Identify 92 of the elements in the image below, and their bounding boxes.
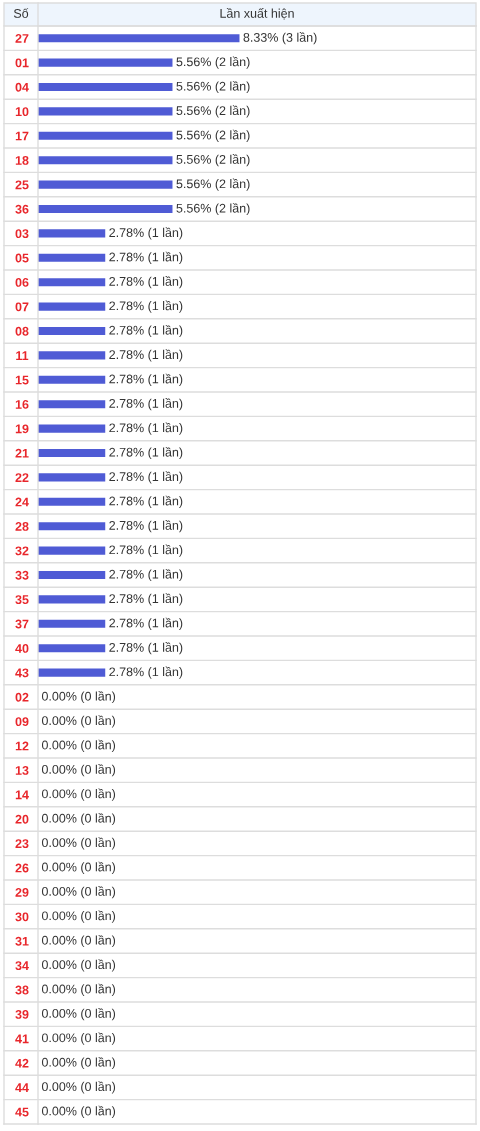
data-label: 2.78% (1 lần) <box>109 276 183 289</box>
data-label: 0.00% (0 lần) <box>41 886 116 899</box>
y-tick-label: 23 <box>15 839 29 849</box>
data-label: 0.00% (0 lần) <box>41 1056 116 1070</box>
data-label: 0.00% (0 lần) <box>41 1081 116 1094</box>
y-tick-label: 02 <box>15 692 29 702</box>
y-tick-label: 27 <box>15 34 29 43</box>
data-label: 5.56% (2 lần) <box>176 105 250 118</box>
data-label: 0.00% (0 lần) <box>41 1032 116 1045</box>
y-tick-label: 05 <box>15 253 29 263</box>
data-label: 0.00% (0 lần) <box>41 788 116 801</box>
data-label: 0.00% (0 lần) <box>41 812 116 826</box>
data-label: 0.00% (0 lần) <box>41 983 116 996</box>
data-label: 2.78% (1 lần) <box>109 666 183 679</box>
y-tick-label: 08 <box>15 326 29 336</box>
y-tick-label: 17 <box>15 131 29 141</box>
data-label: 2.78% (1 lần) <box>109 251 183 264</box>
y-tick-label: 35 <box>15 595 29 605</box>
y-tick-label: 22 <box>15 473 29 482</box>
y-tick-label: 06 <box>15 278 29 287</box>
data-label: 0.00% (0 lần) <box>41 739 116 752</box>
y-tick-label: 25 <box>15 180 29 190</box>
data-label: 2.78% (1 lần) <box>109 398 183 411</box>
y-tick-label: 45 <box>15 1107 29 1117</box>
y-tick-label: 37 <box>15 619 29 629</box>
y-tick-label: 30 <box>15 912 29 922</box>
y-tick-label: 03 <box>15 229 29 239</box>
data-label: 0.00% (0 lần) <box>41 690 116 704</box>
data-label: 5.56% (2 lần) <box>176 56 250 69</box>
chart-title: Lần xuất hiện <box>220 8 294 20</box>
data-label: 2.78% (1 lần) <box>109 471 183 484</box>
data-label: 0.00% (0 lần) <box>41 861 116 874</box>
y-tick-label: 43 <box>15 668 29 678</box>
data-label: 2.78% (1 lần) <box>109 324 183 338</box>
y-tick-label: 29 <box>15 888 29 897</box>
y-tick-label: 09 <box>15 717 29 727</box>
data-label: 2.78% (1 lần) <box>109 520 183 533</box>
y-tick-label: 32 <box>15 546 29 556</box>
data-label: 2.78% (1 lần) <box>109 495 183 508</box>
y-axis-title: Số <box>13 8 29 18</box>
y-tick-label: 13 <box>15 766 29 775</box>
data-label: 2.78% (1 lần) <box>109 544 183 557</box>
y-tick-label: 26 <box>15 863 29 873</box>
data-label: 5.56% (2 lần) <box>176 202 250 216</box>
y-tick-label: 28 <box>15 522 29 531</box>
y-tick-label: 44 <box>15 1083 29 1092</box>
data-label: 2.78% (1 lần) <box>109 349 183 362</box>
y-tick-label: 42 <box>15 1058 29 1068</box>
data-label: 0.00% (0 lần) <box>41 837 116 850</box>
y-tick-label: 33 <box>15 570 29 580</box>
data-label: 0.00% (0 lần) <box>41 1105 116 1118</box>
data-label: 2.78% (1 lần) <box>109 373 183 386</box>
data-label: 0.00% (0 lần) <box>41 934 116 948</box>
data-label: 2.78% (1 lần) <box>109 568 183 582</box>
data-label: 8.33% (3 lần) <box>243 32 317 45</box>
data-label: 5.56% (2 lần) <box>176 178 250 191</box>
y-tick-label: 16 <box>15 400 29 409</box>
data-label: 5.56% (2 lần) <box>176 154 250 167</box>
y-tick-label: 41 <box>15 1034 29 1044</box>
y-tick-label: 18 <box>15 156 29 165</box>
y-tick-label: 24 <box>15 497 29 507</box>
data-label: 5.56% (2 lần) <box>176 129 250 142</box>
y-tick-label: 19 <box>15 424 29 434</box>
data-label: 0.00% (0 lần) <box>41 1008 116 1021</box>
data-label: 0.00% (0 lần) <box>41 910 116 923</box>
y-tick-label: 15 <box>15 375 29 385</box>
y-tick-label: 38 <box>15 985 29 995</box>
y-tick-label: 39 <box>15 1010 29 1019</box>
data-label: 2.78% (1 lần) <box>109 300 183 313</box>
y-tick-label: 40 <box>15 644 29 653</box>
data-label: 2.78% (1 lần) <box>109 227 183 240</box>
data-label: 2.78% (1 lần) <box>109 422 183 435</box>
data-label: 0.00% (0 lần) <box>41 715 116 728</box>
data-label: 5.56% (2 lần) <box>176 80 250 94</box>
y-tick-label: 21 <box>15 448 29 458</box>
y-tick-label: 34 <box>15 961 29 971</box>
y-tick-label: 31 <box>15 936 29 946</box>
data-label: 0.00% (0 lần) <box>41 764 116 777</box>
y-tick-label: 01 <box>15 58 29 68</box>
data-label: 2.78% (1 lần) <box>109 593 183 606</box>
y-tick-label: 11 <box>16 351 29 360</box>
y-tick-label: 04 <box>15 82 29 92</box>
y-tick-label: 14 <box>15 790 29 800</box>
data-label: 2.78% (1 lần) <box>109 642 183 655</box>
data-label: 2.78% (1 lần) <box>109 617 183 630</box>
y-tick-label: 10 <box>15 107 29 117</box>
y-tick-label: 12 <box>15 741 29 751</box>
data-label: 0.00% (0 lần) <box>41 959 116 972</box>
y-tick-label: 07 <box>15 302 29 312</box>
y-tick-label: 36 <box>15 204 29 214</box>
data-label: 2.78% (1 lần) <box>109 446 183 460</box>
y-tick-label: 20 <box>15 814 29 824</box>
